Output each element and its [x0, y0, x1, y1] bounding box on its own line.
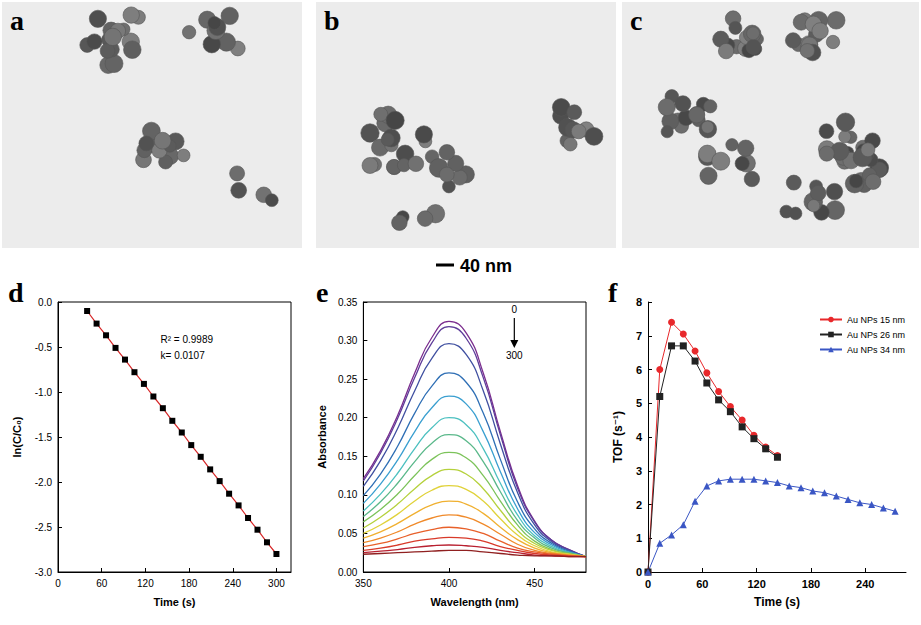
svg-text:450: 450	[526, 578, 543, 589]
svg-text:0.10: 0.10	[338, 489, 358, 500]
svg-text:0: 0	[512, 304, 518, 315]
svg-text:b: b	[324, 5, 340, 36]
svg-text:Au NPs 34 nm: Au NPs 34 nm	[847, 345, 905, 355]
svg-text:a: a	[10, 5, 24, 36]
svg-text:c: c	[630, 5, 642, 36]
svg-text:180: 180	[802, 578, 820, 590]
svg-text:0.25: 0.25	[338, 374, 358, 385]
svg-text:0.15: 0.15	[338, 451, 358, 462]
svg-text:240: 240	[224, 578, 241, 589]
svg-text:Wavelength (nm): Wavelength (nm)	[431, 596, 520, 608]
svg-text:-0.5: -0.5	[35, 342, 53, 353]
svg-text:0.35: 0.35	[338, 297, 358, 308]
svg-text:Au NPs 15 nm: Au NPs 15 nm	[847, 315, 905, 325]
svg-text:k= 0.0107: k= 0.0107	[161, 350, 206, 361]
svg-text:-1.5: -1.5	[35, 432, 53, 443]
svg-text:180: 180	[181, 578, 198, 589]
svg-text:120: 120	[747, 578, 765, 590]
svg-text:Absorbance: Absorbance	[316, 405, 328, 469]
svg-text:f: f	[608, 278, 618, 308]
svg-text:0.30: 0.30	[338, 335, 358, 346]
svg-text:7: 7	[636, 330, 642, 342]
svg-text:0.00: 0.00	[338, 567, 358, 578]
svg-text:2: 2	[636, 499, 642, 511]
svg-text:d: d	[8, 278, 24, 308]
svg-text:40 nm: 40 nm	[460, 256, 512, 276]
svg-text:5: 5	[636, 397, 642, 409]
svg-text:Time (s): Time (s)	[754, 595, 800, 609]
svg-text:1: 1	[636, 532, 642, 544]
svg-text:TOF (s⁻¹): TOF (s⁻¹)	[611, 411, 625, 463]
svg-text:4: 4	[636, 431, 643, 443]
svg-text:R² = 0.9989: R² = 0.9989	[161, 334, 214, 345]
svg-text:-3.0: -3.0	[35, 567, 53, 578]
svg-text:0.0: 0.0	[38, 297, 52, 308]
svg-text:300: 300	[268, 578, 285, 589]
svg-text:60: 60	[96, 578, 108, 589]
svg-text:-1.0: -1.0	[35, 387, 53, 398]
svg-text:-2.5: -2.5	[35, 522, 53, 533]
svg-text:3: 3	[636, 465, 642, 477]
svg-text:120: 120	[137, 578, 154, 589]
svg-text:0: 0	[645, 578, 651, 590]
svg-text:Time (s): Time (s)	[154, 596, 196, 608]
svg-text:8: 8	[636, 296, 642, 308]
svg-text:0: 0	[636, 566, 642, 578]
svg-text:0: 0	[55, 578, 61, 589]
svg-text:e: e	[316, 278, 328, 308]
svg-text:60: 60	[696, 578, 708, 590]
svg-text:240: 240	[856, 578, 874, 590]
svg-text:Au NPs 26 nm: Au NPs 26 nm	[847, 330, 905, 340]
svg-text:6: 6	[636, 364, 642, 376]
svg-text:ln(C/C₀): ln(C/C₀)	[11, 416, 23, 457]
svg-text:350: 350	[355, 578, 372, 589]
svg-text:300: 300	[506, 350, 523, 361]
svg-text:-2.0: -2.0	[35, 477, 53, 488]
svg-text:0.20: 0.20	[338, 412, 358, 423]
svg-text:400: 400	[441, 578, 458, 589]
svg-text:0.05: 0.05	[338, 528, 358, 539]
